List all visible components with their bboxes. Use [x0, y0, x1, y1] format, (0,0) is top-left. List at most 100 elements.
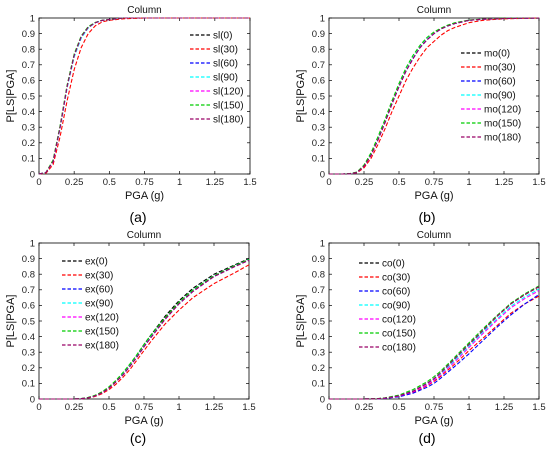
y-tick-label: 0.2	[312, 138, 325, 149]
x-tick-label: 1.5	[243, 177, 256, 188]
x-tick-label: 1.25	[495, 177, 514, 188]
y-tick-label: 0.1	[22, 379, 35, 390]
series-line-co(120)	[329, 290, 540, 400]
chart-title: Column	[417, 5, 451, 16]
y-tick-label: 0.3	[312, 348, 325, 359]
legend-label: ex(120)	[85, 313, 119, 324]
x-tick-label: 0.5	[103, 177, 116, 188]
y-tick-label: 0.9	[312, 254, 325, 265]
y-tick-label: 0.1	[22, 154, 35, 165]
x-tick-label: 0.75	[135, 402, 154, 413]
x-tick-label: 0.25	[65, 402, 84, 413]
x-tick-label: 1.5	[532, 402, 545, 413]
y-tick-label: 0.3	[312, 123, 325, 134]
y-tick-label: 0.9	[312, 29, 325, 40]
y-tick-label: 0.9	[22, 29, 35, 40]
panel-caption: (c)	[130, 430, 146, 446]
legend-label: mo(60)	[484, 77, 516, 88]
x-tick-label: 0.5	[102, 402, 115, 413]
legend-label: ex(90)	[85, 299, 113, 310]
x-tick-label: 1.25	[205, 402, 224, 413]
y-tick-label: 0.6	[22, 76, 35, 87]
legend-label: co(30)	[382, 273, 410, 284]
series-line-ex(180)	[39, 259, 250, 400]
legend-label: sl(30)	[213, 45, 238, 56]
x-tick-label: 0.25	[355, 177, 374, 188]
legend-label: sl(90)	[213, 73, 238, 84]
legend-label: mo(90)	[484, 91, 516, 102]
x-tick-label: 0.25	[65, 177, 84, 188]
x-tick-label: 0.25	[355, 402, 374, 413]
y-tick-label: 0.3	[22, 123, 35, 134]
y-tick-label: 0	[320, 169, 325, 180]
y-tick-label: 0.7	[22, 285, 35, 296]
series-line-mo(180)	[329, 17, 540, 175]
legend: sl(0) sl(30) sl(60) sl(90) sl(120) sl(150) sl(…	[190, 31, 244, 126]
legend-label: ex(0)	[85, 257, 108, 268]
y-tick-label: 0.5	[22, 91, 35, 102]
series-line-mo(150)	[329, 17, 540, 175]
x-tick-label: 0	[36, 402, 41, 413]
y-tick-label: 0.7	[312, 60, 325, 71]
legend-label: sl(180)	[213, 115, 244, 126]
x-tick-label: 1.25	[495, 402, 514, 413]
legend-label: mo(180)	[484, 133, 521, 144]
y-tick-label: 0	[320, 394, 325, 405]
y-tick-label: 0.2	[22, 138, 35, 149]
y-tick-label: 0.5	[22, 316, 35, 327]
legend-label: co(180)	[382, 343, 416, 354]
y-tick-label: 0.6	[22, 301, 35, 312]
legend-label: sl(60)	[213, 59, 238, 70]
x-tick-label: 0.75	[425, 177, 444, 188]
x-tick-label: 0	[326, 402, 331, 413]
y-tick-label: 0	[30, 394, 35, 405]
y-tick-label: 1	[320, 238, 325, 249]
x-tick-label: 0.5	[392, 177, 405, 188]
plot-area	[38, 242, 250, 400]
x-tick-label: 1.25	[206, 177, 225, 188]
y-tick-label: 0.5	[312, 316, 325, 327]
series-line-co(180)	[329, 286, 540, 400]
y-tick-label: 0.1	[312, 154, 325, 165]
x-tick-label: 1	[466, 402, 471, 413]
y-tick-label: 0.5	[312, 91, 325, 102]
y-tick-label: 1	[30, 13, 35, 24]
y-tick-label: 0	[30, 169, 35, 180]
series-line-co(150)	[329, 285, 540, 400]
legend-label: co(90)	[382, 301, 410, 312]
x-tick-label: 1.5	[532, 177, 545, 188]
y-tick-label: 0.7	[312, 285, 325, 296]
x-axis-label: PGA (g)	[125, 190, 164, 202]
legend-label: co(0)	[382, 259, 405, 270]
plot-area	[328, 242, 540, 400]
legend-label: mo(120)	[484, 105, 521, 116]
series-line-sl(30)	[38, 17, 250, 175]
chart-panel-3: 0 0.25 0.5 0.75 1 1.25 1.5 0 0.1 0.2 0.3 0.4 0.5 0.6 0…	[5, 230, 256, 446]
y-tick-label: 0.3	[22, 348, 35, 359]
x-tick-label: 1	[177, 177, 182, 188]
y-tick-label: 0.2	[22, 363, 35, 374]
y-tick-label: 0.6	[312, 76, 325, 87]
legend: co(0) co(30) co(60) co(90) co(120) co(150) co(…	[359, 259, 416, 354]
series-line-co(60)	[329, 294, 540, 400]
legend-label: ex(150)	[85, 327, 119, 338]
y-axis-label: P[LS|PGA]	[5, 295, 17, 348]
x-tick-label: 0	[326, 177, 331, 188]
x-tick-label: 0.75	[135, 177, 154, 188]
legend-label: sl(0)	[213, 31, 232, 42]
x-tick-label: 1	[176, 402, 181, 413]
legend-label: sl(150)	[213, 101, 244, 112]
y-axis-label: P[LS|PGA]	[295, 295, 307, 348]
x-tick-label: 0.75	[425, 402, 444, 413]
y-tick-label: 0.4	[312, 107, 325, 118]
legend-label: co(60)	[382, 287, 410, 298]
series-line-mo(30)	[329, 17, 540, 175]
legend-label: ex(30)	[85, 271, 113, 282]
y-tick-label: 1	[320, 13, 325, 24]
y-tick-label: 0.8	[22, 45, 35, 56]
y-tick-label: 0.9	[22, 254, 35, 265]
legend-label: ex(180)	[85, 341, 119, 352]
y-tick-label: 0.4	[22, 107, 35, 118]
legend-label: mo(30)	[484, 63, 516, 74]
